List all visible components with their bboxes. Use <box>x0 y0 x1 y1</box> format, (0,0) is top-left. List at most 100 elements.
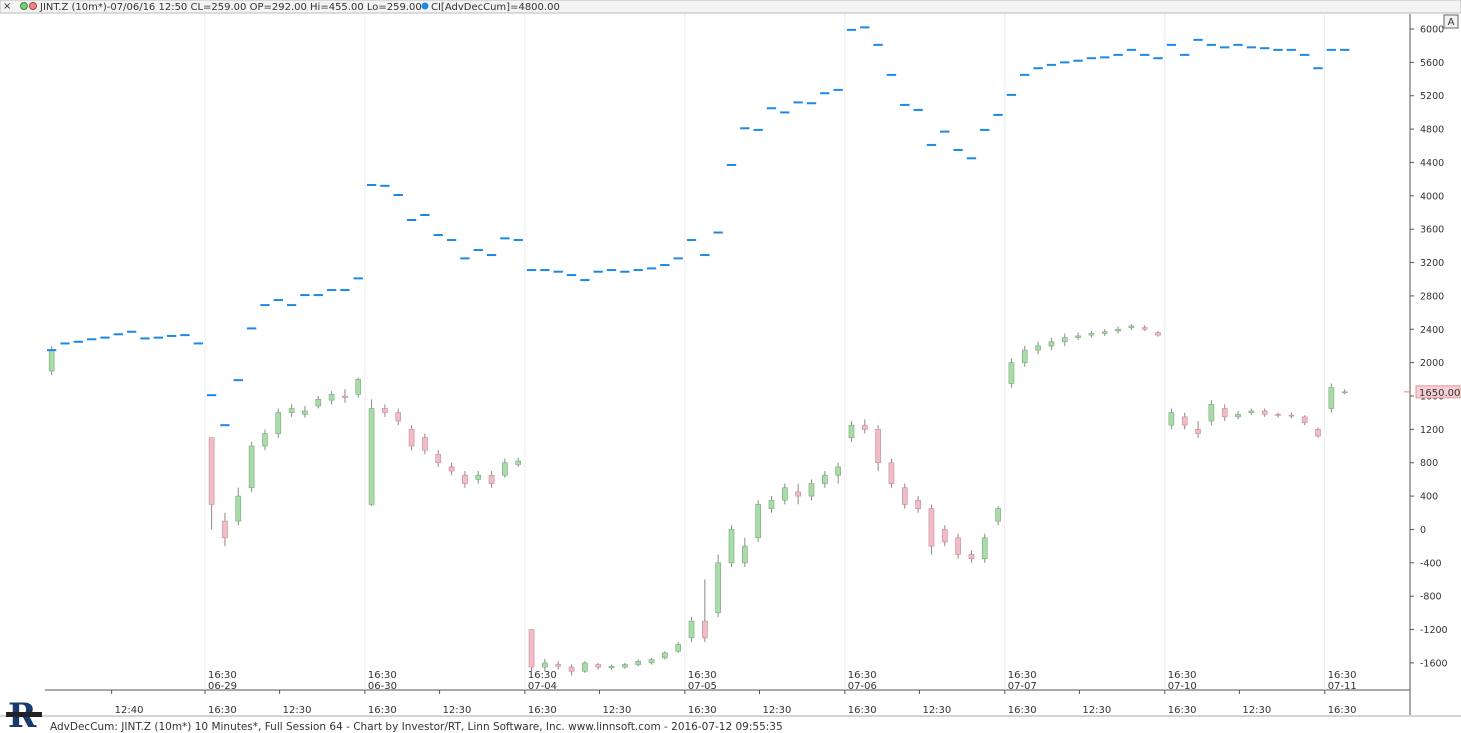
candle-body <box>1075 335 1081 338</box>
x-tick-label: 12:30 <box>1082 705 1111 716</box>
candle-body <box>528 629 535 668</box>
candle-body <box>742 545 748 564</box>
x-tick-label: 12:30 <box>443 705 472 716</box>
candle-body <box>928 508 935 547</box>
candle-body <box>275 412 282 434</box>
candle-body <box>968 554 975 559</box>
header-symbol: JINT.Z (10m*)-07/06/16 12:50 CL=259.00 O… <box>39 2 422 13</box>
candle-body <box>795 491 801 497</box>
x-tick-label: 16:30 <box>368 705 397 716</box>
close-icon[interactable]: × <box>3 1 11 12</box>
candle-body <box>888 462 895 484</box>
candle-body <box>808 483 815 497</box>
y-tick-label: 4000 <box>1420 191 1444 202</box>
candle-body <box>1155 332 1161 336</box>
indicator-icon <box>421 2 429 10</box>
session-time: 16:30 <box>528 670 557 681</box>
candle-body <box>435 454 442 464</box>
candle-body <box>688 620 695 639</box>
candle-body <box>675 644 681 652</box>
session-date: 07-10 <box>1168 681 1197 692</box>
auto-scale-button[interactable] <box>1443 14 1459 29</box>
candle-body <box>715 562 721 614</box>
status-icon <box>20 2 28 10</box>
candle-body <box>995 508 1001 522</box>
candle-body <box>1181 416 1188 426</box>
status-icon <box>29 2 37 10</box>
candle-body <box>1061 337 1068 343</box>
candle-body <box>1115 328 1121 332</box>
candle-body <box>502 462 508 476</box>
candle-body <box>515 460 522 465</box>
candle-body <box>901 487 908 505</box>
candle-body <box>1101 331 1108 334</box>
candle-body <box>248 445 255 489</box>
y-tick-label: -800 <box>1420 592 1442 603</box>
candle-body <box>542 662 548 668</box>
session-time: 16:30 <box>688 670 717 681</box>
candle-body <box>755 504 761 539</box>
candle-body <box>222 520 228 539</box>
candle-body <box>555 664 562 667</box>
candle-body <box>355 379 362 395</box>
candle-body <box>1021 349 1028 363</box>
candle-body <box>622 664 628 668</box>
candle-body <box>568 666 575 672</box>
y-tick-label: 4400 <box>1420 158 1444 169</box>
x-tick-label: 16:30 <box>208 705 237 716</box>
y-tick-label: -400 <box>1420 558 1442 569</box>
x-tick-label: 16:30 <box>528 705 557 716</box>
candle-body <box>262 433 268 447</box>
x-tick-label: 16:30 <box>1168 705 1197 716</box>
candle-body <box>1048 341 1055 347</box>
candle-body <box>1141 327 1148 330</box>
x-tick-label: 16:30 <box>848 705 877 716</box>
y-tick-label: 4800 <box>1420 125 1444 136</box>
auto-scale-label[interactable]: A <box>1448 17 1455 28</box>
x-tick-label: 12:30 <box>922 705 951 716</box>
candle-body <box>782 487 788 501</box>
y-tick-label: 3600 <box>1420 225 1444 236</box>
y-tick-label: 2400 <box>1420 325 1444 336</box>
candle-body <box>1208 404 1215 422</box>
candle-body <box>328 394 335 401</box>
x-tick-label: 16:30 <box>1008 705 1037 716</box>
session-date: 07-06 <box>848 681 877 692</box>
candle-body <box>1315 429 1321 437</box>
x-tick-label: 12:40 <box>115 705 144 716</box>
candle-body <box>342 395 348 398</box>
y-tick-label: 2800 <box>1420 291 1444 302</box>
candle-body <box>208 437 215 505</box>
candle-body <box>595 664 601 668</box>
candle-body <box>448 466 455 472</box>
session-date: 07-05 <box>688 681 717 692</box>
candle-body <box>981 537 988 559</box>
candle-body <box>861 424 868 430</box>
candle-body <box>728 529 735 564</box>
session-time: 16:30 <box>208 670 237 681</box>
x-tick-label: 12:30 <box>1242 705 1271 716</box>
session-date: 07-07 <box>1008 681 1037 692</box>
candle-body <box>635 660 641 665</box>
candle-body <box>422 437 428 451</box>
candle-body <box>941 529 948 543</box>
candle-body <box>1235 414 1241 418</box>
candle-body <box>382 408 388 413</box>
candle-body <box>848 424 855 438</box>
candle-body <box>875 429 881 464</box>
candle-body <box>822 474 828 484</box>
candle-body <box>488 474 495 484</box>
candle-body <box>1261 410 1268 415</box>
candle-body <box>475 474 482 480</box>
session-time: 16:30 <box>1328 670 1357 681</box>
y-tick-label: 400 <box>1420 492 1438 503</box>
y-tick-label: 3200 <box>1420 258 1444 269</box>
y-tick-label: 800 <box>1420 458 1438 469</box>
candle-body <box>1035 345 1041 351</box>
y-tick-label: 5200 <box>1420 91 1444 102</box>
candle-body <box>1088 333 1095 336</box>
candle-body <box>408 429 415 447</box>
session-time: 16:30 <box>848 670 877 681</box>
candle-body <box>662 652 668 659</box>
